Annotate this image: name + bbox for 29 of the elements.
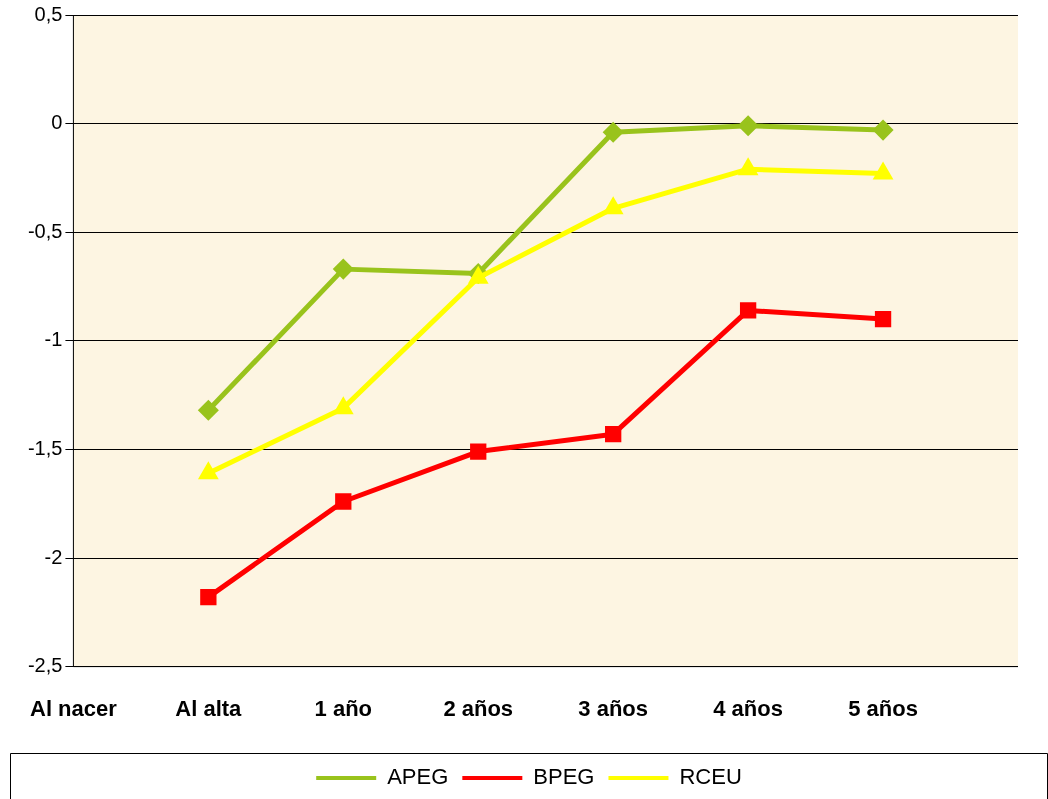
x-tick-label: Al alta bbox=[175, 695, 243, 721]
point bbox=[333, 259, 353, 279]
legend-label: BPEG bbox=[533, 764, 595, 790]
x-tick-label: 2 años bbox=[443, 695, 514, 721]
y-tick-label: -0,5 bbox=[27, 219, 63, 242]
point bbox=[470, 443, 487, 460]
y-tick-label: 0,5 bbox=[34, 2, 63, 25]
point bbox=[603, 122, 623, 142]
point bbox=[605, 426, 622, 443]
point bbox=[873, 120, 893, 140]
point bbox=[469, 268, 487, 284]
y-tick-label: 0 bbox=[51, 111, 63, 134]
point bbox=[198, 400, 218, 420]
x-tick-label: 5 años bbox=[848, 695, 918, 721]
y-tick-label: -2 bbox=[44, 545, 63, 568]
y-tick-label: -2,5 bbox=[27, 654, 63, 677]
point bbox=[739, 302, 757, 319]
x-tick-label: 3 años bbox=[578, 695, 649, 721]
x-tick-label: Al nacer bbox=[30, 695, 118, 721]
legend-label: APEG bbox=[387, 764, 449, 790]
legend-label: RCEU bbox=[679, 764, 742, 790]
x-tick-label: 4 años bbox=[713, 695, 783, 721]
y-tick-label: -1,5 bbox=[27, 436, 63, 459]
point bbox=[200, 588, 217, 606]
y-tick-label: -1 bbox=[44, 328, 63, 351]
point bbox=[738, 116, 758, 136]
point bbox=[335, 493, 352, 510]
x-tick-label: 1 año bbox=[314, 695, 373, 721]
point bbox=[874, 310, 892, 328]
